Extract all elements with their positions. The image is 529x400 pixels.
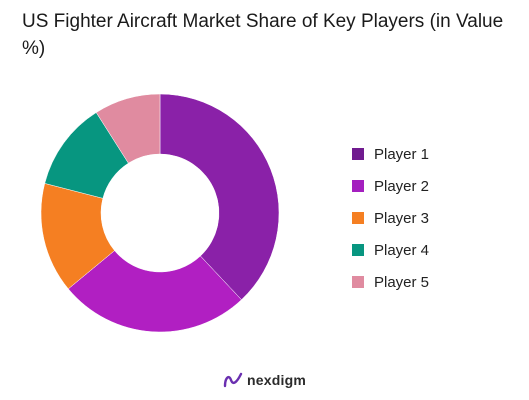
chart-title: US Fighter Aircraft Market Share of Key …	[22, 11, 504, 59]
legend-label: Player 1	[374, 145, 430, 163]
legend-swatch	[352, 180, 364, 192]
legend-item: Player 2	[352, 170, 429, 202]
legend-item: Player 3	[352, 202, 429, 234]
legend-item: Player 4	[352, 234, 429, 266]
legend-label: Player 5	[374, 273, 430, 291]
brand-logo: nexdigm	[0, 372, 529, 388]
legend-label: Player 2	[374, 177, 430, 195]
brand-name: nexdigm	[247, 372, 306, 388]
legend-item: Player 1	[352, 138, 429, 170]
chart-legend: Player 1 Player 2 Player 3 Player 4 Player 5	[352, 138, 429, 298]
nexdigm-logo-icon	[223, 372, 243, 388]
slice-player-5	[95, 93, 161, 164]
legend-swatch	[352, 148, 364, 160]
legend-swatch	[352, 276, 364, 288]
legend-swatch	[352, 244, 364, 256]
legend-label: Player 3	[374, 209, 430, 227]
slice-player-2	[67, 250, 242, 333]
legend-label: Player 4	[374, 241, 430, 259]
legend-swatch	[352, 212, 364, 224]
slice-player-1	[159, 93, 280, 301]
legend-item: Player 5	[352, 266, 429, 298]
